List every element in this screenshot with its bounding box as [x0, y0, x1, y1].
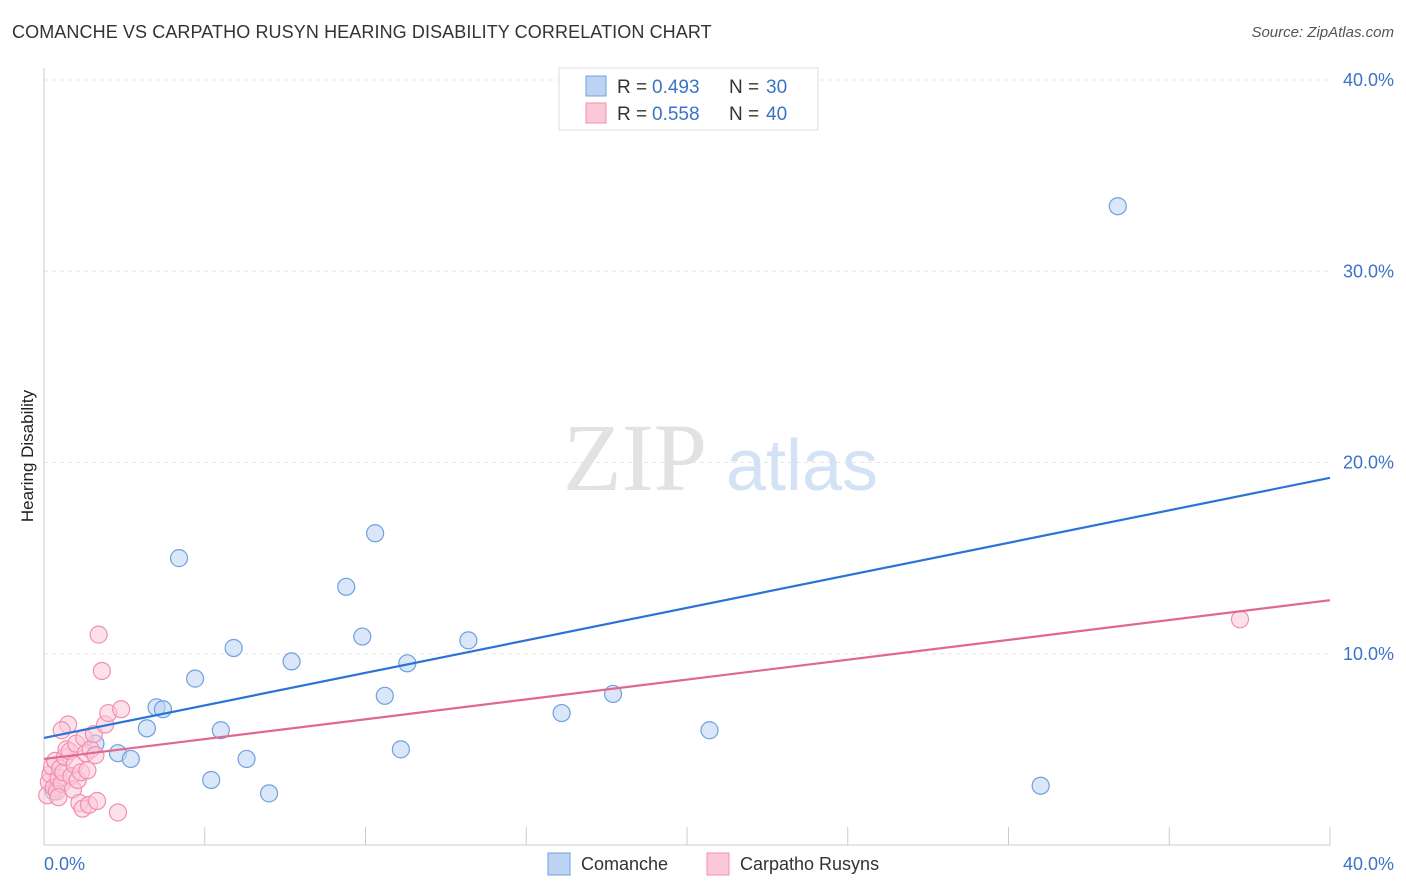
data-point-carpatho-39	[1230, 610, 1250, 629]
legend-n-value-2: 40	[766, 104, 787, 125]
legend-r-label-2: R =	[617, 104, 647, 125]
data-point-comanche-25	[1031, 776, 1050, 795]
y-tick-label-0: 10.0%	[1343, 644, 1394, 664]
legend-r-label-1: R =	[617, 77, 647, 98]
y-tick-label-1: 20.0%	[1343, 453, 1394, 473]
legend-n-value-1: 30	[766, 77, 787, 98]
data-point-carpatho-30	[89, 625, 108, 644]
data-point-comanche-18	[375, 686, 394, 705]
watermark-atlas: atlas	[726, 426, 878, 506]
legend-n-label-2: N =	[729, 104, 759, 125]
series-comanche-points	[44, 197, 1127, 803]
series-carpatho-points	[38, 610, 1250, 822]
y-tick-label-3: 40.0%	[1343, 70, 1394, 90]
source-label: Source: ZipAtlas.com	[1251, 24, 1394, 41]
legend-n-label-1: N =	[729, 77, 759, 98]
data-point-carpatho-35	[112, 700, 131, 719]
data-point-comanche-19	[391, 740, 410, 759]
data-point-comanche-11	[224, 638, 243, 658]
data-point-comanche-12	[237, 749, 256, 769]
trend-line-comanche	[43, 476, 1331, 739]
y-tick-label-2: 30.0%	[1343, 261, 1394, 281]
data-point-comanche-15	[337, 577, 356, 596]
legend-swatch-comanche	[585, 75, 607, 97]
data-point-comanche-17	[366, 524, 385, 543]
data-point-comanche-9	[202, 770, 221, 790]
data-point-carpatho-34	[108, 803, 128, 822]
bottom-legend: Comanche Carpatho Rusyns	[547, 852, 879, 876]
chart-title: COMANCHE VS CARPATHO RUSYN HEARING DISAB…	[12, 22, 712, 42]
bottom-legend-label-carpatho: Carpatho Rusyns	[740, 854, 879, 874]
data-point-comanche-16	[353, 627, 372, 646]
watermark: ZIP atlas	[563, 404, 878, 511]
data-point-comanche-22	[552, 703, 571, 723]
data-point-comanche-26	[1108, 197, 1127, 216]
bottom-legend-swatch-comanche	[547, 852, 571, 876]
x-tick-label-1: 40.0%	[1343, 854, 1394, 874]
data-point-comanche-7	[169, 549, 189, 568]
watermark-zip: ZIP	[563, 404, 707, 511]
data-point-comanche-4	[137, 719, 156, 738]
trend-lines	[43, 476, 1331, 761]
data-point-carpatho-37	[78, 761, 97, 780]
axes	[43, 68, 1331, 846]
data-point-comanche-3	[121, 749, 140, 769]
legend-r-value-2: 0.558	[652, 104, 700, 125]
tick-labels: 10.0% 20.0% 30.0% 40.0% 0.0% 40.0%	[44, 70, 1394, 874]
x-tick-label-0: 0.0%	[44, 854, 85, 874]
data-point-comanche-10	[211, 721, 230, 740]
trend-line-carpatho	[43, 599, 1331, 761]
legend-swatch-carpatho	[585, 102, 607, 124]
legend: R = 0.493 N = 30 R = 0.558 N = 40	[558, 67, 819, 131]
data-point-carpatho-38	[49, 788, 68, 807]
legend-r-value-1: 0.493	[652, 77, 700, 98]
data-point-comanche-8	[186, 669, 205, 688]
data-point-comanche-21	[459, 631, 478, 650]
bottom-legend-label-comanche: Comanche	[581, 854, 668, 874]
data-point-carpatho-28	[86, 746, 105, 765]
data-point-carpatho-29	[87, 791, 107, 811]
bottom-legend-swatch-carpatho	[706, 852, 730, 876]
grid-lines	[44, 79, 1330, 655]
data-point-carpatho-31	[92, 661, 111, 681]
y-axis-label: Hearing Disability	[18, 389, 37, 522]
data-point-comanche-14	[282, 652, 301, 671]
data-point-comanche-13	[259, 784, 279, 803]
data-point-comanche-24	[700, 721, 719, 740]
